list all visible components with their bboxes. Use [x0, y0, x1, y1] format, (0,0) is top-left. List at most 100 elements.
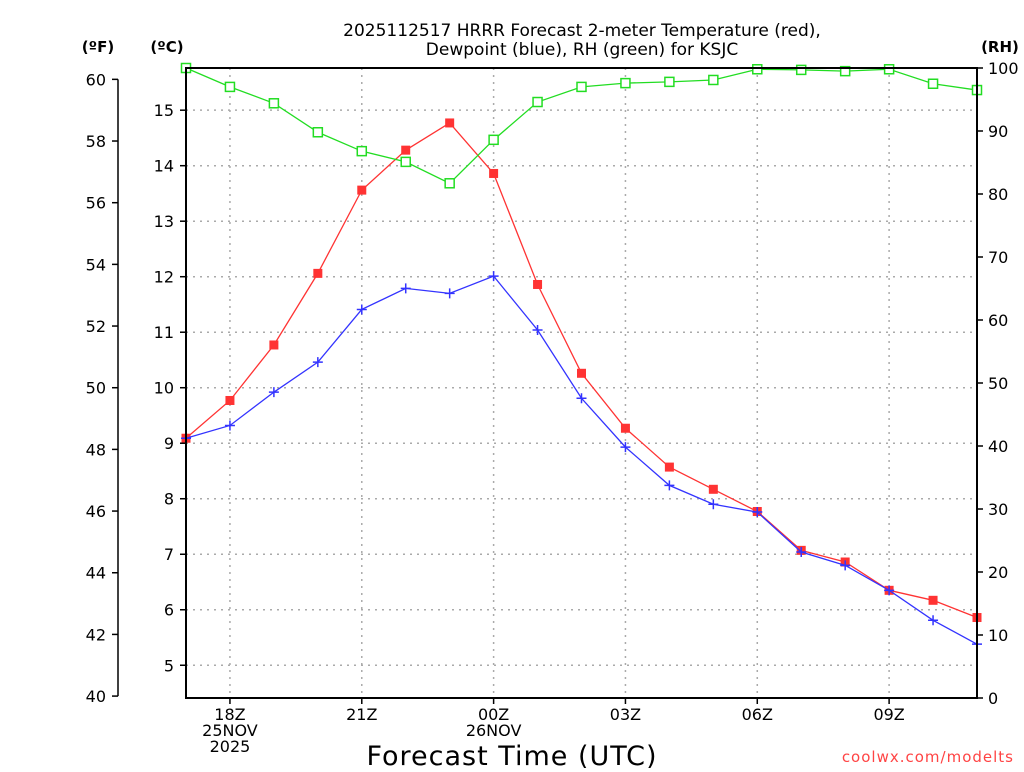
chart-title-line2: Dewpoint (blue), RH (green) for KSJC	[426, 40, 738, 60]
data-point-marker	[268, 387, 279, 398]
data-point-marker	[444, 288, 455, 299]
series-plus	[181, 271, 982, 650]
rh-tick-label: 20	[988, 563, 1008, 582]
data-point-marker	[927, 78, 939, 89]
celsius-tick-label: 7	[164, 545, 174, 564]
series-line	[185, 275, 978, 645]
rh-tick-label: 0	[988, 689, 998, 708]
data-point-marker	[312, 127, 324, 138]
celsius-tick-label: 15	[154, 101, 174, 120]
data-point-marker	[401, 145, 411, 155]
data-point-marker	[224, 81, 236, 93]
fahrenheit-tick-label: 44	[86, 564, 106, 583]
data-point-marker	[620, 423, 630, 433]
data-point-marker	[576, 393, 587, 404]
rh-axis-label: (RH)	[981, 38, 1019, 56]
data-point-marker	[356, 304, 367, 315]
celsius-tick-label: 10	[154, 379, 174, 398]
celsius-tick-label: 12	[154, 268, 174, 287]
data-point-marker	[532, 96, 543, 108]
data-point-marker	[664, 462, 674, 472]
grid	[186, 68, 977, 698]
fahrenheit-tick-label: 60	[86, 70, 106, 89]
data-point-marker	[225, 395, 235, 405]
data-point-marker	[708, 499, 719, 510]
data-point-marker	[708, 484, 718, 494]
celsius-tick-label: 6	[164, 601, 174, 620]
data-point-marker	[928, 595, 938, 605]
x-tick-label: 26NOV	[466, 721, 522, 740]
data-point-marker	[400, 156, 411, 168]
fahrenheit-tick-label: 42	[86, 625, 106, 644]
data-point-marker	[752, 64, 763, 75]
x-tick-label: 00Z	[478, 705, 509, 724]
fahrenheit-tick-label: 58	[86, 132, 106, 151]
data-point-marker	[839, 65, 851, 77]
data-point-marker	[883, 64, 895, 75]
rh-tick-label: 80	[988, 185, 1008, 204]
plot-frame	[185, 67, 978, 699]
data-point-marker	[489, 168, 499, 178]
x-tick-label: 18Z	[214, 705, 245, 724]
fahrenheit-axis-label: (ºF)	[82, 38, 114, 56]
x-tick-label: 03Z	[610, 705, 641, 724]
rh-tick-label: 30	[988, 500, 1008, 519]
data-point-marker	[533, 279, 543, 289]
data-point-marker	[708, 74, 719, 86]
series-open-square	[180, 62, 983, 189]
rh-tick-label: 10	[988, 626, 1008, 645]
data-point-marker	[620, 442, 631, 453]
data-point-marker	[796, 547, 807, 558]
data-point-marker	[356, 145, 368, 157]
fahrenheit-tick-label: 50	[86, 379, 106, 398]
data-point-marker	[444, 178, 455, 189]
data-point-marker	[313, 268, 323, 278]
celsius-tick-label: 11	[154, 323, 174, 342]
celsius-tick-label: 13	[154, 212, 174, 231]
fahrenheit-tick-label: 54	[86, 255, 106, 274]
data-point-marker	[357, 185, 367, 195]
celsius-axis-label: (ºC)	[150, 38, 183, 56]
x-tick-label: 06Z	[742, 705, 773, 724]
fahrenheit-tick-label: 48	[86, 440, 106, 459]
celsius-tick-label: 8	[164, 490, 174, 509]
fahrenheit-tick-label: 56	[86, 194, 106, 213]
data-point-marker	[532, 324, 543, 335]
data-point-marker	[620, 77, 631, 89]
data-point-marker	[928, 615, 939, 626]
rh-tick-label: 50	[988, 374, 1008, 393]
data-point-marker	[664, 480, 675, 491]
data-point-marker	[224, 420, 235, 431]
data-point-marker	[312, 357, 323, 368]
data-point-marker	[268, 98, 280, 109]
rh-tick-label: 40	[988, 437, 1008, 456]
rh-tick-label: 100	[988, 59, 1019, 78]
celsius-tick-label: 14	[154, 157, 174, 176]
x-tick-label: 2025	[210, 737, 251, 756]
x-tick-label: 09Z	[873, 705, 904, 724]
celsius-tick-label: 5	[164, 656, 174, 675]
rh-tick-label: 90	[988, 122, 1008, 141]
x-axis-label: Forecast Time (UTC)	[366, 741, 657, 768]
data-point-marker	[488, 271, 499, 282]
series-layer	[180, 62, 983, 650]
fahrenheit-tick-label: 46	[86, 502, 106, 521]
rh-tick-label: 70	[988, 248, 1008, 267]
data-point-marker	[752, 507, 763, 518]
chart-title-line1: 2025112517 HRRR Forecast 2-meter Tempera…	[343, 21, 821, 41]
fahrenheit-tick-label: 52	[86, 317, 106, 336]
x-tick-label: 21Z	[346, 705, 377, 724]
rh-tick-label: 60	[988, 311, 1008, 330]
data-point-marker	[269, 340, 279, 350]
celsius-tick-label: 9	[164, 434, 174, 453]
credit-text: coolwx.com/modelts	[842, 748, 1014, 766]
data-point-marker	[445, 118, 455, 128]
data-point-marker	[577, 368, 586, 378]
series-filled-square	[181, 118, 982, 623]
data-point-marker	[795, 64, 807, 76]
x-tick-label: 25NOV	[202, 721, 258, 740]
axes: 5678910111213141540424446485052545658600…	[86, 59, 1019, 756]
data-point-marker	[664, 76, 675, 88]
data-point-marker	[400, 283, 411, 294]
